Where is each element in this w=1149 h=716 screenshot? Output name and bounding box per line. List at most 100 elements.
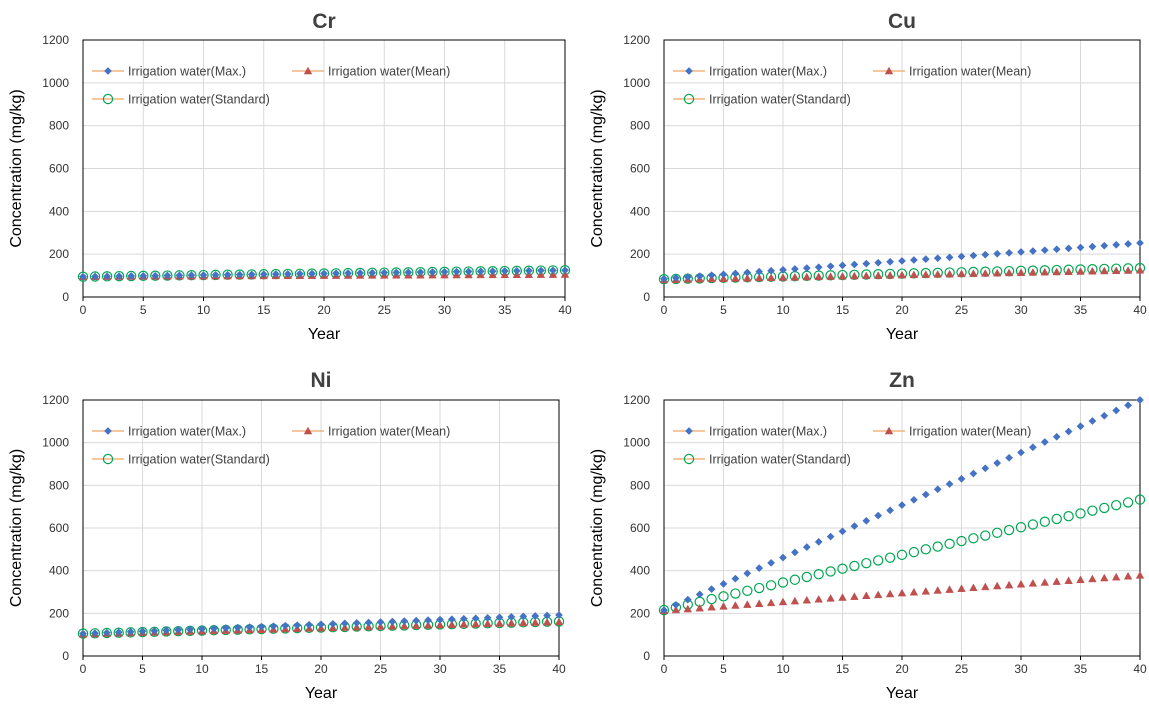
data-point xyxy=(356,269,365,277)
data-point xyxy=(981,464,990,473)
y-tick-label: 1200 xyxy=(623,33,650,47)
data-point xyxy=(826,272,835,280)
data-point xyxy=(956,535,967,547)
data-point xyxy=(683,604,693,613)
chart-title: Ni xyxy=(311,369,332,392)
data-point xyxy=(933,485,942,494)
data-point xyxy=(1100,241,1109,250)
data-point xyxy=(1004,268,1014,277)
x-tick-label: 20 xyxy=(895,303,909,317)
data-point xyxy=(898,501,906,510)
data-point xyxy=(1040,578,1050,586)
data-point xyxy=(452,267,461,276)
legend-item-max: Irrigation water(Max.) xyxy=(92,425,246,439)
data-point xyxy=(992,581,1002,590)
legend-marker xyxy=(102,453,114,465)
legend-item-max: Irrigation water(Max.) xyxy=(92,65,246,79)
data-point xyxy=(257,622,266,631)
data-point xyxy=(317,620,325,629)
data-point xyxy=(543,611,552,620)
data-point xyxy=(814,272,823,281)
data-point xyxy=(1016,268,1026,276)
data-point xyxy=(209,624,218,633)
data-point xyxy=(766,273,776,281)
legend-item-mean: Irrigation water(Mean) xyxy=(292,65,450,79)
data-point xyxy=(968,533,979,544)
data-point xyxy=(1110,499,1122,511)
data-point xyxy=(1135,571,1145,579)
data-point xyxy=(101,627,113,639)
data-point xyxy=(404,268,413,277)
data-point xyxy=(945,480,954,489)
data-point xyxy=(210,269,221,281)
data-point xyxy=(91,272,100,281)
data-point xyxy=(174,270,185,281)
data-point xyxy=(1052,267,1061,276)
data-point xyxy=(957,269,966,278)
data-point xyxy=(1028,443,1037,452)
data-point xyxy=(447,615,456,624)
data-point xyxy=(1064,576,1073,584)
data-point xyxy=(163,271,172,280)
data-point xyxy=(683,273,692,281)
data-point xyxy=(850,592,859,600)
data-point xyxy=(849,560,860,572)
data-point xyxy=(1075,508,1086,519)
data-point xyxy=(981,250,990,259)
legend-item-standard: Irrigation water(Standard) xyxy=(673,453,851,467)
data-point xyxy=(886,506,895,515)
data-point xyxy=(447,620,457,628)
series-max xyxy=(79,611,563,638)
chart-title: Zn xyxy=(889,369,915,392)
data-point xyxy=(175,271,184,280)
data-point xyxy=(424,616,433,625)
data-point xyxy=(542,617,552,626)
data-point xyxy=(767,266,776,275)
data-point xyxy=(1112,240,1121,249)
data-point xyxy=(933,586,942,594)
legend-item-standard: Irrigation water(Standard) xyxy=(92,93,270,107)
data-point xyxy=(548,266,557,275)
data-point xyxy=(908,546,920,558)
data-point xyxy=(368,268,377,277)
legend-marker xyxy=(685,67,693,75)
data-point xyxy=(825,270,836,281)
y-tick-label: 600 xyxy=(49,521,69,535)
data-point xyxy=(658,274,670,285)
data-point xyxy=(283,269,292,278)
data-point xyxy=(245,623,254,632)
data-point xyxy=(933,254,942,263)
legend-label: Irrigation water(Max.) xyxy=(128,65,246,79)
data-point xyxy=(837,269,848,281)
data-point xyxy=(969,251,978,260)
data-point xyxy=(199,271,208,280)
legend-marker xyxy=(685,427,693,435)
series-mean xyxy=(659,265,1145,284)
legend: Irrigation water(Max.) Irrigation water(M… xyxy=(92,425,450,467)
x-axis-label: Year xyxy=(305,685,338,702)
data-point xyxy=(743,569,752,578)
x-tick-label: 0 xyxy=(661,303,668,317)
y-tick-label: 0 xyxy=(62,290,69,304)
legend-marker xyxy=(104,427,112,435)
data-point xyxy=(707,271,716,280)
data-point xyxy=(884,552,896,563)
data-point xyxy=(731,574,740,583)
y-axis-label: Concentration (mg/kg) xyxy=(589,449,606,607)
data-point xyxy=(731,269,740,278)
data-point xyxy=(1003,524,1015,536)
data-point xyxy=(1100,266,1109,275)
x-axis-label: Year xyxy=(886,326,919,343)
data-point xyxy=(873,590,883,599)
data-point xyxy=(1088,266,1097,275)
data-point xyxy=(89,271,101,282)
x-axis-label: Year xyxy=(308,326,341,343)
data-point xyxy=(981,582,990,591)
y-tick-label: 400 xyxy=(630,564,650,578)
data-point xyxy=(862,516,871,525)
legend: Irrigation water(Max.) Irrigation water(M… xyxy=(673,65,1031,107)
data-point xyxy=(743,600,752,608)
data-point xyxy=(802,264,811,273)
data-point xyxy=(89,628,101,639)
